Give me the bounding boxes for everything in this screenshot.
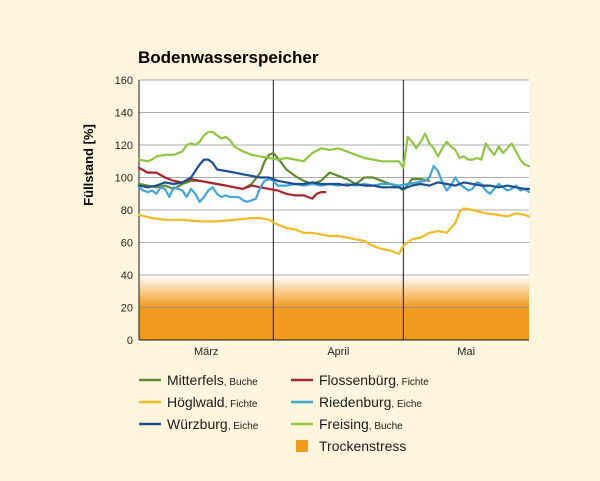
plot-area: 0 20 40 60 80 100 120 140 160 März April Mai Füllsta…: [81, 75, 531, 358]
legend-swatch-trockenstress: [296, 440, 308, 452]
series-line-freising: [137, 130, 531, 169]
legend-species-hglwald: , Fichte: [225, 399, 258, 410]
x-tick-label: April: [327, 346, 349, 358]
legend-label-mitterfels: Mitterfels, Buche: [167, 372, 258, 388]
y-tick-label: 140: [115, 108, 133, 120]
legend-species-riedenburg: , Eiche: [391, 399, 422, 410]
y-tick-label: 120: [115, 140, 133, 152]
legend-label-flossenbrg: Flossenbürg, Fichte: [319, 372, 429, 388]
series-line-flossenbrg: [137, 166, 327, 200]
legend-label-hglwald: Höglwald, Fichte: [167, 394, 258, 410]
stress-band-gradient: [139, 275, 529, 308]
legend-species-wrzburg: , Eiche: [228, 421, 259, 432]
series-line-hglwald: [137, 207, 531, 255]
stress-band-solid: [139, 307, 529, 340]
series-line-wrzburg: [137, 158, 531, 190]
y-tick-label: 0: [127, 335, 133, 347]
y-tick-label: 20: [121, 303, 133, 315]
x-tick-label: März: [194, 346, 218, 358]
y-axis-label: Füllstand [%]: [81, 124, 96, 206]
series-line-mitterfels: [137, 152, 431, 192]
chart-title: Bodenwasserspeicher: [138, 48, 319, 67]
x-tick-label: Mai: [457, 346, 475, 358]
legend-species-flossenbrg: , Fichte: [396, 377, 429, 388]
legend-label-trockenstress: Trockenstress: [319, 438, 406, 454]
y-tick-label: 160: [115, 75, 133, 87]
legend-label-freising: Freising, Buche: [319, 416, 403, 432]
legend-label-wrzburg: Würzburg, Eiche: [167, 416, 259, 432]
legend-species-freising: , Buche: [369, 421, 403, 432]
legend: Mitterfels, Buche Höglwald, Fichte Würzbur…: [139, 372, 429, 454]
legend-species-mitterfels: , Buche: [224, 377, 258, 388]
series-line-riedenburg: [137, 165, 531, 203]
legend-label-riedenburg: Riedenburg, Eiche: [319, 394, 422, 410]
y-tick-label: 80: [121, 205, 133, 217]
y-tick-label: 100: [115, 173, 133, 185]
y-tick-label: 40: [121, 270, 133, 282]
y-tick-label: 60: [121, 238, 133, 250]
